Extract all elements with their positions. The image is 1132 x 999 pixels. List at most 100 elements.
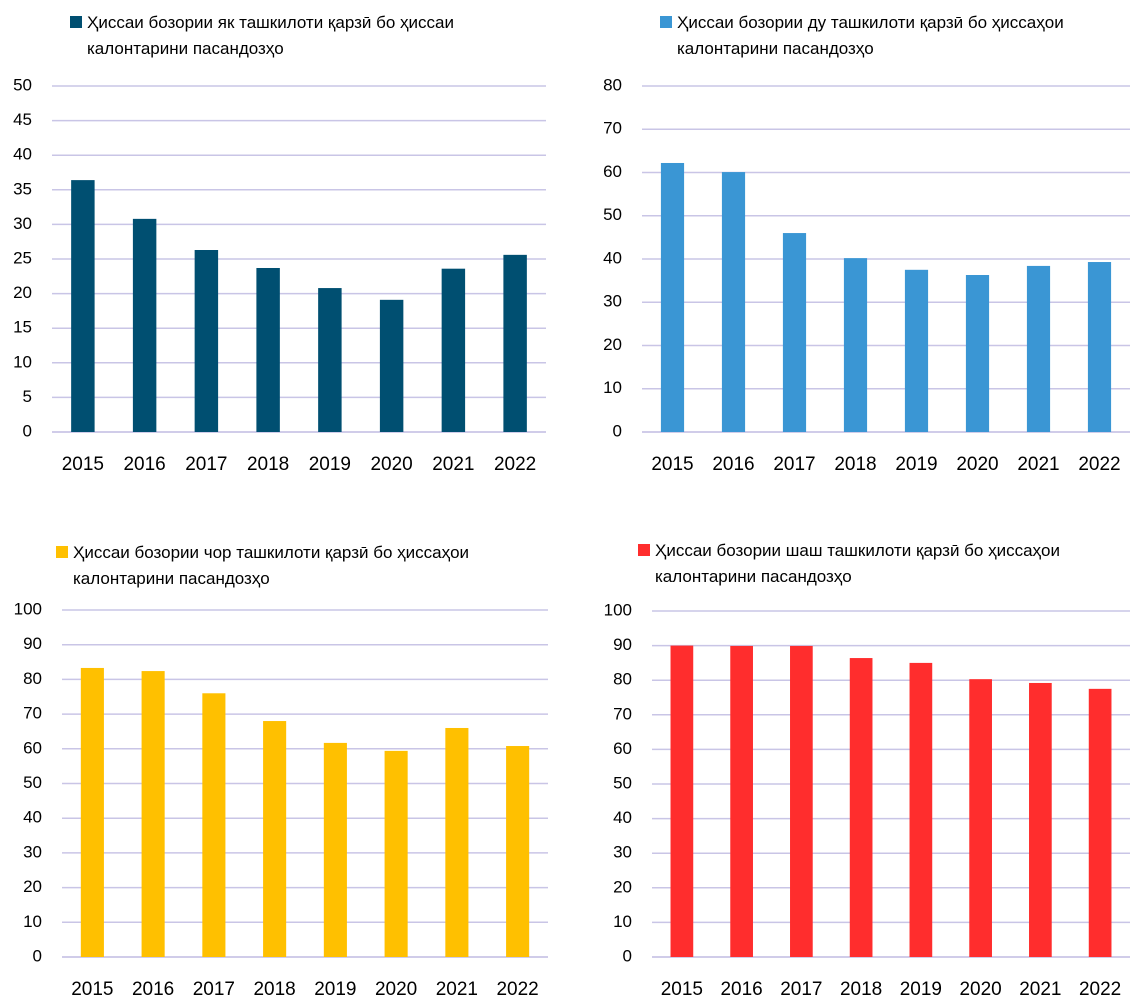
x-tick-label: 2016	[712, 454, 754, 475]
bar	[1029, 682, 1052, 957]
legend-swatch	[70, 16, 82, 28]
x-tick-label: 2016	[123, 454, 165, 475]
x-tick-label: 2019	[895, 454, 937, 475]
x-tick-label: 2021	[436, 979, 478, 999]
y-tick-label: 15	[13, 318, 32, 337]
y-tick-label: 25	[13, 248, 32, 267]
x-tick-label: 2022	[1078, 454, 1120, 475]
legend-label: Ҳиссаи бозории як ташкилоти қарзӣ бо ҳис…	[87, 13, 454, 58]
y-tick-label: 70	[23, 704, 42, 723]
x-tick-label: 2022	[1079, 979, 1121, 999]
x-tick-label: 2018	[840, 979, 882, 999]
y-tick-label: 80	[603, 75, 622, 94]
y-tick-label: 50	[23, 773, 42, 792]
y-tick-label: 90	[23, 634, 42, 653]
x-tick-label: 2020	[956, 454, 998, 475]
bar	[730, 645, 753, 957]
bar	[782, 233, 807, 432]
x-tick-label: 2015	[661, 979, 703, 999]
x-tick-label: 2015	[651, 454, 693, 475]
legend: Ҳиссаи бозории як ташкилоти қарзӣ бо ҳис…	[70, 10, 530, 62]
x-tick-label: 2017	[185, 454, 227, 475]
bar	[194, 250, 219, 432]
x-tick-label: 2022	[494, 454, 536, 475]
x-tick-label: 2017	[773, 454, 815, 475]
y-tick-label: 40	[613, 808, 632, 827]
bar	[969, 679, 992, 957]
bar	[141, 671, 165, 957]
bar	[1026, 265, 1051, 432]
y-tick-label: 45	[13, 110, 32, 129]
legend-swatch	[660, 16, 672, 28]
bar	[1088, 688, 1112, 957]
x-tick-label: 2021	[1019, 979, 1061, 999]
y-tick-label: 50	[613, 773, 632, 792]
y-tick-label: 0	[33, 946, 42, 965]
y-tick-label: 20	[613, 877, 632, 896]
x-tick-label: 2021	[432, 454, 474, 475]
x-tick-label: 2022	[496, 979, 538, 999]
bar	[318, 288, 342, 432]
bar	[323, 742, 347, 957]
bar	[849, 658, 873, 957]
y-tick-label: 10	[613, 912, 632, 931]
x-tick-label: 2021	[1017, 454, 1059, 475]
y-tick-label: 35	[13, 179, 32, 198]
y-tick-label: 10	[13, 352, 32, 371]
y-tick-label: 70	[613, 704, 632, 723]
y-tick-label: 20	[13, 283, 32, 302]
y-tick-label: 40	[13, 145, 32, 164]
y-tick-label: 30	[613, 843, 632, 862]
y-tick-label: 30	[13, 214, 32, 233]
bar	[256, 267, 280, 432]
x-tick-label: 2017	[193, 979, 235, 999]
x-tick-label: 2015	[62, 454, 104, 475]
y-tick-label: 0	[613, 421, 622, 440]
y-tick-label: 30	[23, 842, 42, 861]
y-tick-label: 40	[23, 808, 42, 827]
y-tick-label: 30	[603, 292, 622, 311]
bar	[965, 275, 990, 432]
x-tick-label: 2017	[780, 979, 822, 999]
legend: Ҳиссаи бозории чор ташкилоти қарзӣ бо ҳи…	[56, 540, 546, 592]
legend-label: Ҳиссаи бозории шаш ташкилоти қарзӣ бо ҳи…	[655, 541, 1060, 586]
x-tick-label: 2020	[959, 979, 1001, 999]
bar	[445, 727, 469, 957]
bar	[843, 258, 868, 432]
y-tick-label: 5	[23, 387, 32, 406]
y-tick-label: 50	[13, 75, 32, 94]
x-tick-label: 2016	[132, 979, 174, 999]
bar	[721, 172, 746, 432]
y-tick-label: 20	[23, 877, 42, 896]
bar	[384, 750, 408, 957]
x-tick-label: 2016	[720, 979, 762, 999]
bar	[202, 693, 226, 957]
y-tick-label: 10	[603, 378, 622, 397]
y-tick-label: 60	[603, 162, 622, 181]
y-tick-label: 100	[14, 599, 42, 618]
bar	[904, 269, 929, 432]
y-tick-label: 0	[623, 946, 632, 965]
x-tick-label: 2018	[247, 454, 289, 475]
bar	[71, 180, 95, 432]
x-tick-label: 2020	[375, 979, 417, 999]
legend: Ҳиссаи бозории шаш ташкилоти қарзӣ бо ҳи…	[638, 538, 1128, 590]
bar	[379, 299, 404, 432]
bar	[80, 667, 104, 957]
bar	[909, 662, 933, 957]
x-tick-label: 2020	[370, 454, 412, 475]
bar	[503, 254, 527, 432]
legend-label: Ҳиссаи бозории чор ташкилоти қарзӣ бо ҳи…	[73, 543, 470, 588]
y-tick-label: 0	[23, 421, 32, 440]
y-tick-label: 50	[603, 205, 622, 224]
bar	[132, 218, 157, 432]
y-tick-label: 10	[23, 912, 42, 931]
y-tick-label: 70	[603, 119, 622, 138]
x-tick-label: 2015	[71, 979, 113, 999]
y-tick-label: 90	[613, 635, 632, 654]
bar	[1087, 262, 1112, 432]
x-tick-label: 2018	[834, 454, 876, 475]
x-tick-label: 2019	[900, 979, 942, 999]
bar	[263, 721, 287, 957]
